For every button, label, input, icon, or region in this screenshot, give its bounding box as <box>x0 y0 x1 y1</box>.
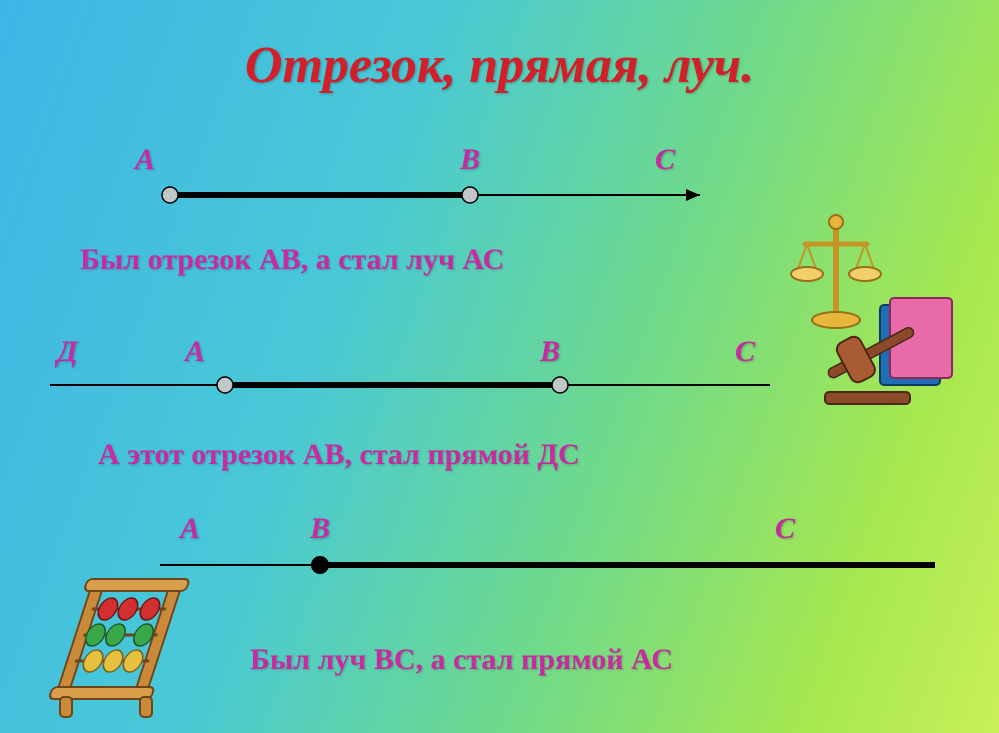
d2-label-d: Д <box>57 335 78 369</box>
scales-clipart-icon <box>785 210 965 410</box>
d3-label-a: A <box>180 512 200 546</box>
d2-caption: А этот отрезок АВ, стал прямой ДС <box>98 438 580 472</box>
d1-label-c: C <box>655 143 675 177</box>
d1-label-b: B <box>460 143 480 177</box>
d2-label-a: A <box>185 335 205 369</box>
diagram1-line <box>0 180 760 210</box>
diagram2-line <box>0 370 800 400</box>
d3-caption: Был луч ВС, а стал прямой АС <box>250 643 673 677</box>
d1-label-a: A <box>135 143 155 177</box>
d1-caption: Был отрезок АВ, а стал луч АС <box>80 243 504 277</box>
d2-label-c: C <box>735 335 755 369</box>
d3-label-b: B <box>310 512 330 546</box>
d2-label-b: B <box>540 335 560 369</box>
d3-label-c: C <box>775 512 795 546</box>
slide-title: Отрезок, прямая, луч. <box>0 36 999 95</box>
abacus-clipart-icon <box>45 575 200 720</box>
